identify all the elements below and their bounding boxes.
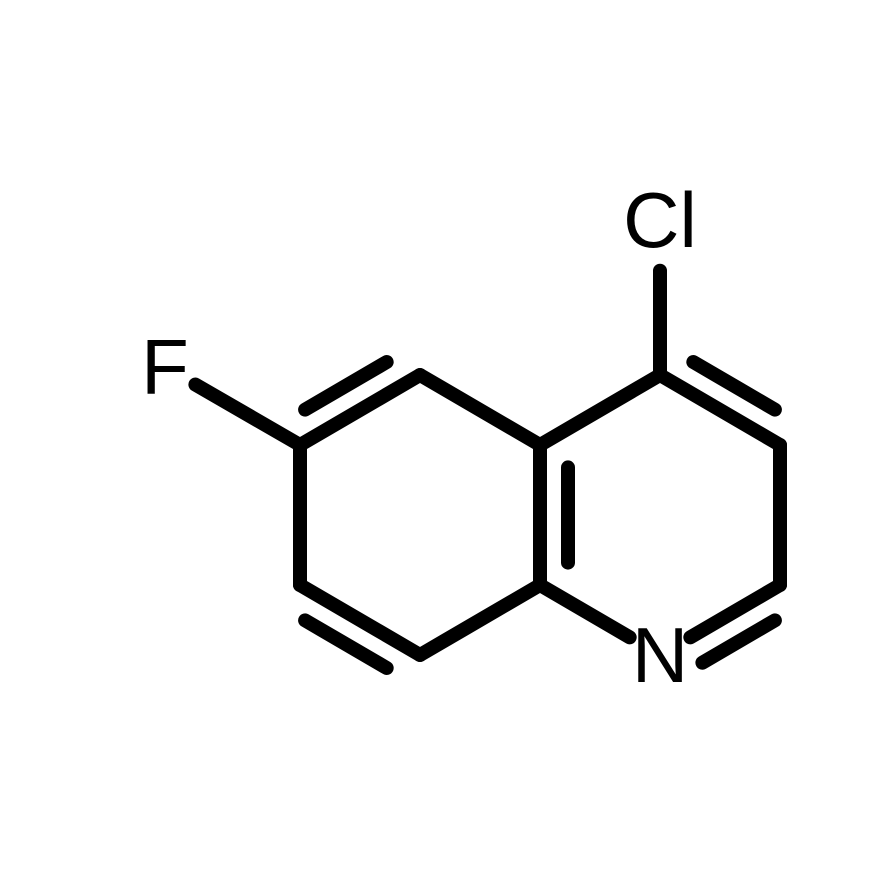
atom-label-f: F	[141, 323, 189, 411]
bond-line	[195, 385, 300, 445]
bond-line	[540, 585, 630, 637]
bond-line	[420, 585, 540, 655]
bond-line	[420, 375, 540, 445]
atom-label-n: N	[632, 611, 688, 699]
bond-line	[540, 375, 660, 445]
chemical-structure-diagram: N Cl F	[0, 0, 890, 890]
atom-label-cl: Cl	[623, 176, 697, 264]
